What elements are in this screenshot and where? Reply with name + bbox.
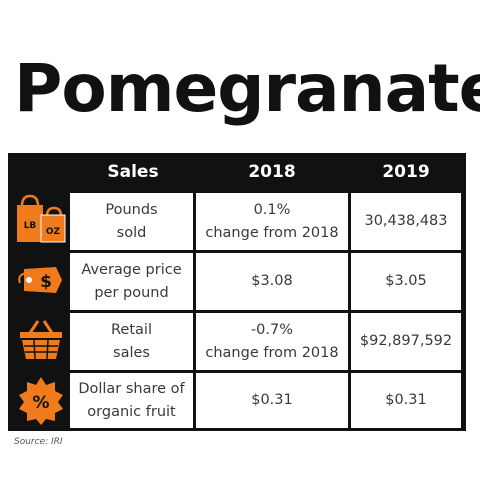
row-pounds-sold-2018: 0.1% change from 2018 xyxy=(196,193,348,250)
shopping-bags-icon: LB OZ xyxy=(16,190,66,244)
dollar-sign-glyph: $ xyxy=(40,272,52,292)
row-retail-sales-label: Retail sales xyxy=(70,313,193,370)
row-average-price-2018: $3.08 xyxy=(196,253,348,310)
row-average-price-2019: $3.05 xyxy=(351,253,461,310)
column-header-2019: 2019 xyxy=(382,162,430,182)
row-pounds-sold-label: Pounds sold xyxy=(70,193,193,250)
row-dollar-share-label: Dollar share of organic fruit xyxy=(70,373,193,428)
price-tag-icon: $ xyxy=(16,253,66,307)
row-pounds-sold-2019: 30,438,483 xyxy=(351,193,461,250)
row-average-price-label: Average price per pound xyxy=(70,253,193,310)
row-dollar-share-2018: $0.31 xyxy=(196,373,348,428)
lb-bag-label: LB xyxy=(24,221,37,231)
row-retail-sales-2018: -0.7% change from 2018 xyxy=(196,313,348,370)
oz-bag-label: OZ xyxy=(46,227,61,237)
percent-sign-glyph: % xyxy=(32,393,49,413)
row-retail-sales-2019: $92,897,592 xyxy=(351,313,461,370)
column-header-sales: Sales xyxy=(107,162,159,182)
column-header-2018: 2018 xyxy=(248,162,296,182)
shopping-basket-icon xyxy=(16,313,66,367)
source-note: Source: IRI xyxy=(14,437,63,447)
row-dollar-share-2019: $0.31 xyxy=(351,373,461,428)
page-title: Pomegranates xyxy=(14,50,480,127)
percent-badge-icon: % xyxy=(16,373,66,427)
